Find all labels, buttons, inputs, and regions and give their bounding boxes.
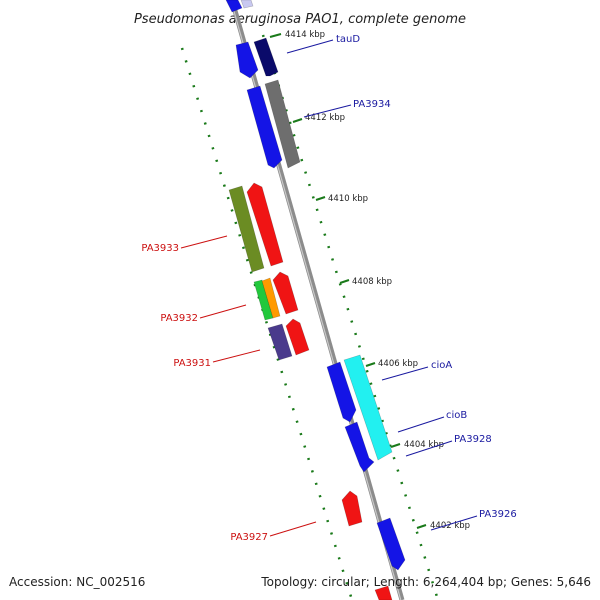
gene-label: cioB [446, 410, 467, 421]
tick-mark [416, 524, 427, 529]
tick-label: 4406 kbp [378, 359, 418, 369]
gene-arrow [341, 490, 363, 527]
tick-mark [315, 196, 326, 201]
gene-label: cioA [431, 360, 452, 371]
leader-line [381, 366, 429, 381]
tick-mark [269, 33, 282, 38]
leader-line [180, 235, 228, 249]
tick-label: 4402 kbp [430, 521, 470, 531]
leader-line [199, 304, 247, 319]
tick-mark [390, 443, 401, 448]
gene-labels: tauD PA3934 PA3933 PA3932 PA3931 cioA ci… [141, 34, 516, 543]
gene-arrow [253, 37, 279, 77]
tick-label: 4404 kbp [404, 440, 444, 450]
gene-label: PA3933 [141, 243, 179, 254]
tick-label: 4408 kbp [352, 277, 392, 287]
gene-arrow [235, 41, 259, 79]
leader-line [405, 440, 453, 457]
leader-line [430, 515, 478, 531]
gene-label: PA3928 [454, 434, 492, 445]
scale-ticks: 4414 kbp 4412 kbp 4410 kbp 4408 kbp 4406… [269, 30, 470, 531]
gene-label: PA3926 [479, 509, 517, 520]
gene-arrow [225, 0, 243, 13]
gene-arrow [376, 517, 406, 571]
tick-label: 4414 kbp [285, 30, 325, 40]
genome-summary-text: Topology: circular; Length: 6,264,404 bp… [260, 575, 591, 589]
tick-mark [365, 362, 376, 367]
gene-arrow [344, 421, 375, 473]
gene-features [225, 0, 406, 600]
gene-label: PA3931 [173, 358, 211, 369]
leader-line [397, 416, 445, 433]
tick-mark [292, 118, 303, 123]
gene-arrow [228, 185, 265, 273]
label-leaders [180, 39, 478, 537]
leader-line [269, 521, 317, 537]
gene-arrow [374, 585, 393, 600]
gene-arrow [246, 182, 284, 267]
gene-label: PA3932 [160, 313, 198, 324]
reverse-strand-guide [180, 47, 354, 600]
gene-arrow [267, 323, 293, 361]
tick-mark [339, 279, 350, 284]
gene-arrow [285, 318, 310, 356]
leader-line [303, 104, 352, 118]
gene-arrow [326, 361, 357, 423]
gene-label: PA3927 [230, 532, 268, 543]
tick-label: 4412 kbp [305, 113, 345, 123]
accession-text: Accession: NC_002516 [9, 575, 145, 589]
leader-line [212, 349, 261, 363]
gene-arrow [246, 85, 283, 169]
tick-label: 4410 kbp [328, 194, 368, 204]
gene-label: PA3934 [353, 99, 391, 110]
gene-arrow [264, 79, 301, 169]
leader-line [286, 39, 334, 54]
gene-arrow [343, 354, 393, 461]
gene-arrow [240, 0, 254, 9]
gene-arrow [261, 277, 281, 319]
gene-label: tauD [336, 34, 360, 45]
map-title: Pseudomonas aeruginosa PAO1, complete ge… [134, 12, 466, 27]
gene-arrow [272, 271, 299, 315]
